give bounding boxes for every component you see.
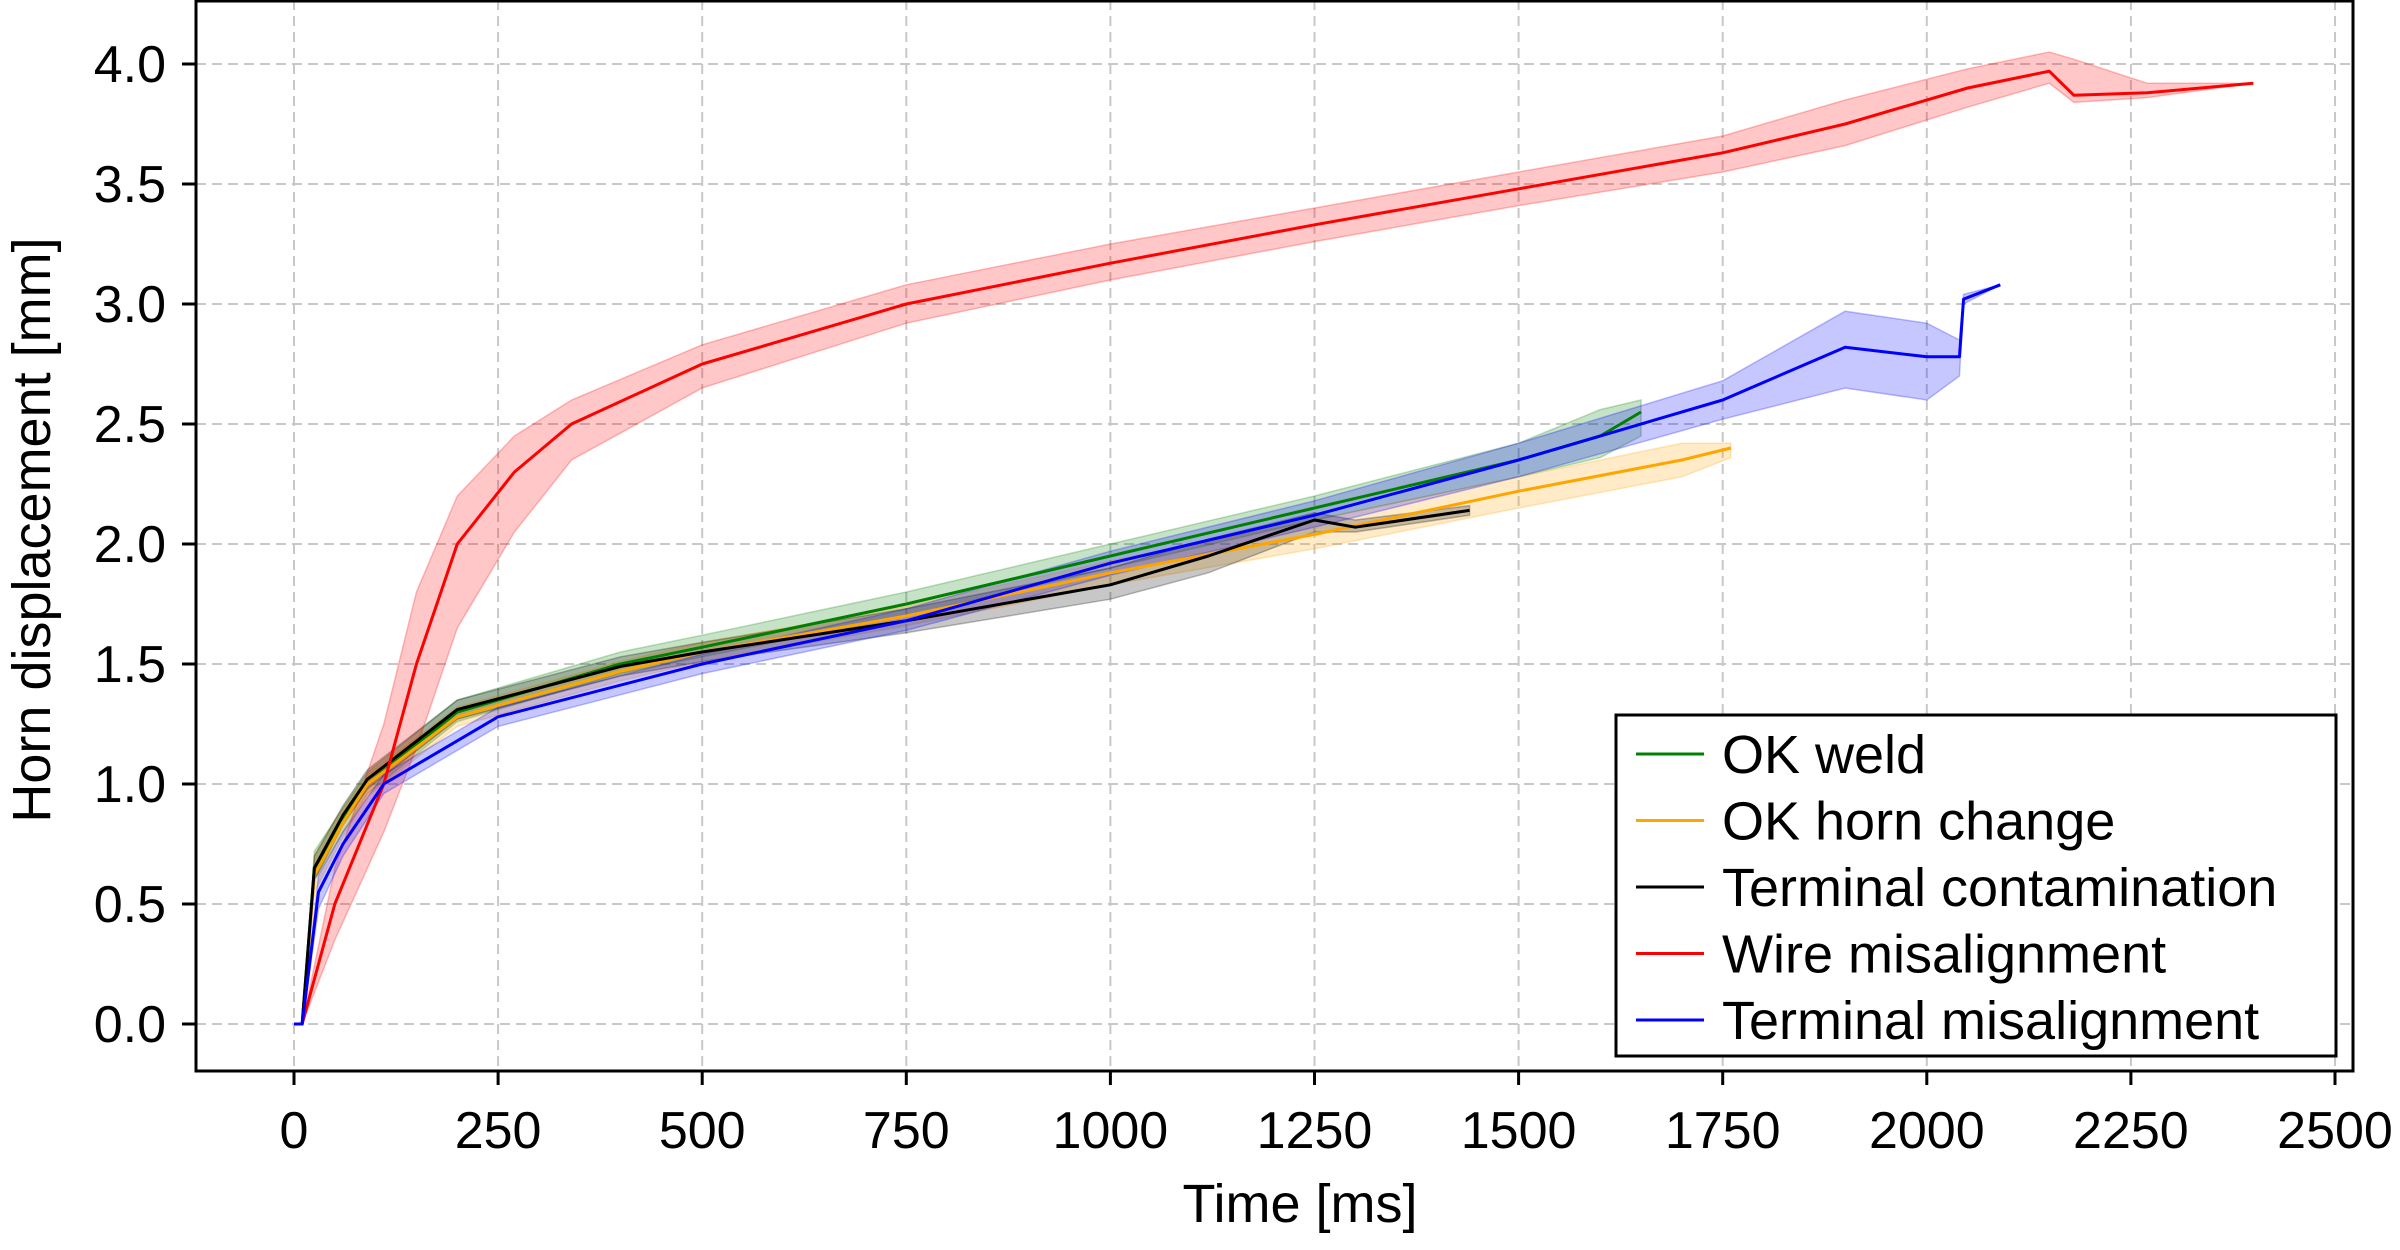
- x-tick-label: 750: [863, 1102, 950, 1160]
- line-wire-misalignment: [294, 69, 2254, 1026]
- y-axis: 0.0 0.5 1.0 1.5 2.0 2.5 3.0 3.5 4.0: [94, 36, 196, 1054]
- y-tick-label: 2.5: [94, 396, 166, 454]
- x-axis-label: Time [ms]: [1183, 1174, 1418, 1234]
- series-lines: [294, 69, 2254, 1026]
- x-tick-label: 2250: [2073, 1102, 2189, 1160]
- line-ok-horn-change: [294, 446, 1732, 1026]
- y-tick-label: 1.0: [94, 756, 166, 814]
- plot-frame: [194, 0, 2355, 1073]
- legend-label: Wire misalignment: [1722, 925, 2166, 985]
- legend-label: OK weld: [1722, 725, 1926, 785]
- y-tick-label: 0.0: [94, 996, 166, 1054]
- x-tick-label: 1500: [1461, 1102, 1577, 1160]
- x-tick-label: 500: [659, 1102, 746, 1160]
- y-tick-label: 3.0: [94, 276, 166, 334]
- x-tick-label: 250: [455, 1102, 542, 1160]
- y-tick-label: 3.5: [94, 156, 166, 214]
- x-tick-label: 1000: [1053, 1102, 1169, 1160]
- x-tick-label: 2500: [2277, 1102, 2393, 1160]
- y-tick-label: 0.5: [94, 876, 166, 934]
- band-terminal-contamination: [294, 504, 1471, 1025]
- y-axis-label: Horn displacement [mm]: [2, 237, 62, 822]
- legend-label: OK horn change: [1722, 792, 2115, 852]
- band-ok-horn-change: [294, 442, 1732, 1025]
- x-tick-label: 1750: [1665, 1102, 1781, 1160]
- legend-label: Terminal contamination: [1722, 858, 2277, 918]
- x-tick-label: 1250: [1257, 1102, 1373, 1160]
- y-tick-label: 1.5: [94, 636, 166, 694]
- x-tick-label: 2000: [1869, 1102, 1985, 1160]
- x-axis: 0 250 500 750 1000 1250 1500 1750 2000 2250 2500: [280, 1071, 2393, 1160]
- x-tick-label: 0: [280, 1102, 309, 1160]
- legend-box: [1614, 713, 2338, 1058]
- band-terminal-misalignment: [294, 284, 2001, 1025]
- y-tick-label: 2.0: [94, 516, 166, 574]
- line-terminal-contamination: [294, 508, 1470, 1026]
- y-tick-label: 4.0: [94, 36, 166, 94]
- line-terminal-misalignment: [294, 283, 2001, 1026]
- legend-label: Terminal misalignment: [1722, 991, 2259, 1051]
